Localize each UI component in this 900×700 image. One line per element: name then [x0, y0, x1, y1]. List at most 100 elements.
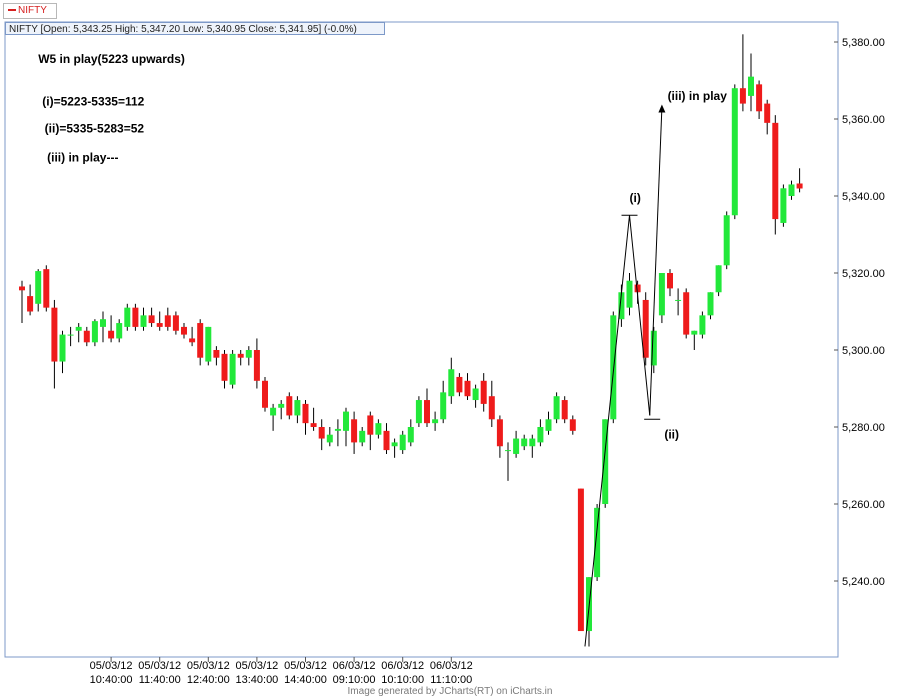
candle [172, 311, 179, 335]
x-tick-time: 13:40:00 [235, 674, 278, 686]
candle [577, 488, 584, 632]
quote-bar: NIFTY [Open: 5,343.25 High: 5,347.20 Low… [5, 22, 385, 35]
candle-body [748, 76, 754, 96]
candle-body [723, 215, 730, 266]
candle-body [318, 427, 325, 439]
candle-body [464, 380, 471, 397]
candle [310, 407, 317, 431]
candle-body [658, 273, 665, 316]
candle-body [602, 419, 609, 504]
candle [513, 430, 520, 458]
candle-body [756, 84, 763, 112]
candle-body [618, 292, 625, 320]
candle [286, 392, 293, 420]
candle [245, 346, 252, 366]
annotation-text: (i)=5223-5335=112 [42, 95, 144, 109]
candle [19, 280, 25, 324]
candle [521, 434, 528, 451]
annotation-text: (iii) in play [668, 89, 728, 103]
candle-body [367, 415, 374, 435]
candle-body [699, 315, 706, 335]
candle [35, 269, 42, 312]
candle-body [505, 450, 511, 452]
x-tick-time: 11:10:00 [430, 674, 472, 686]
candle [164, 307, 171, 331]
candle [43, 265, 50, 312]
candle [545, 411, 552, 435]
candle-body [213, 350, 220, 358]
candle [553, 392, 560, 424]
candle [796, 168, 803, 193]
candle [464, 373, 471, 401]
candle-body [440, 392, 447, 420]
candle-body [521, 438, 528, 447]
candle-body [780, 188, 787, 223]
candle [326, 427, 333, 447]
candle-body [132, 307, 139, 327]
candle-body [124, 307, 131, 327]
annotation-text: (ii)=5335-5283=52 [45, 121, 145, 135]
x-tick-date: 05/03/12 [90, 660, 133, 672]
candle [594, 504, 601, 581]
candle [181, 323, 187, 339]
y-tick-label: 5,380.00 [842, 37, 885, 49]
annotation-text: (iii) in play--- [47, 150, 118, 164]
annotations-layer: W5 in play(5223 upwards) (i)=5223-5335=11… [38, 52, 727, 441]
candle [788, 180, 795, 200]
legend: NIFTY [3, 3, 57, 19]
candle-body [181, 326, 187, 335]
candle-body [545, 419, 552, 431]
candle-body [675, 299, 682, 301]
y-tick-label: 5,360.00 [842, 114, 885, 126]
candle-body [415, 400, 422, 424]
candle-body [788, 184, 795, 196]
annotation-text: (i) [630, 191, 641, 205]
candle-body [391, 442, 398, 447]
candle [229, 350, 236, 389]
candle-body [448, 369, 455, 397]
candle [715, 265, 722, 297]
candle [383, 423, 390, 454]
wave-lines-layer [584, 104, 666, 647]
candle [707, 292, 714, 320]
candle [658, 273, 665, 324]
candle [294, 396, 301, 424]
candle [156, 311, 163, 331]
candle [675, 288, 682, 316]
candle-body [537, 427, 544, 443]
candle [351, 411, 358, 454]
legend-swatch [8, 9, 16, 12]
candle-body [19, 286, 25, 291]
candle [278, 400, 285, 420]
x-tick-date: 06/03/12 [333, 660, 376, 672]
candle-body [253, 350, 260, 381]
wave-line [584, 215, 630, 647]
candle-body [334, 428, 341, 431]
annotation-text: W5 in play(5223 upwards) [38, 52, 185, 66]
candle [432, 411, 439, 431]
candle [780, 184, 787, 227]
candle-body [302, 403, 309, 424]
candle-body [650, 330, 657, 366]
candle-body [100, 319, 106, 327]
candle-body [731, 88, 738, 216]
y-tick-label: 5,260.00 [842, 499, 885, 511]
candle [253, 338, 260, 389]
y-axis: 5,240.00 5,260.00 5,280.00 5,300.00 5,320.00… [834, 37, 885, 588]
candle [569, 415, 576, 435]
wave-line [629, 215, 651, 416]
candle-body [91, 321, 98, 343]
candle [399, 430, 406, 454]
wave-arrowhead [658, 104, 666, 113]
y-tick-label: 5,340.00 [842, 191, 885, 203]
candle [375, 419, 382, 439]
y-tick-label: 5,300.00 [842, 345, 885, 357]
candle-body [148, 315, 155, 324]
candle-body [715, 265, 722, 293]
candle [424, 388, 430, 427]
candle-body [399, 434, 406, 451]
candle-body [359, 430, 366, 443]
x-tick-date: 05/03/12 [138, 660, 181, 672]
candle-body [59, 334, 66, 362]
